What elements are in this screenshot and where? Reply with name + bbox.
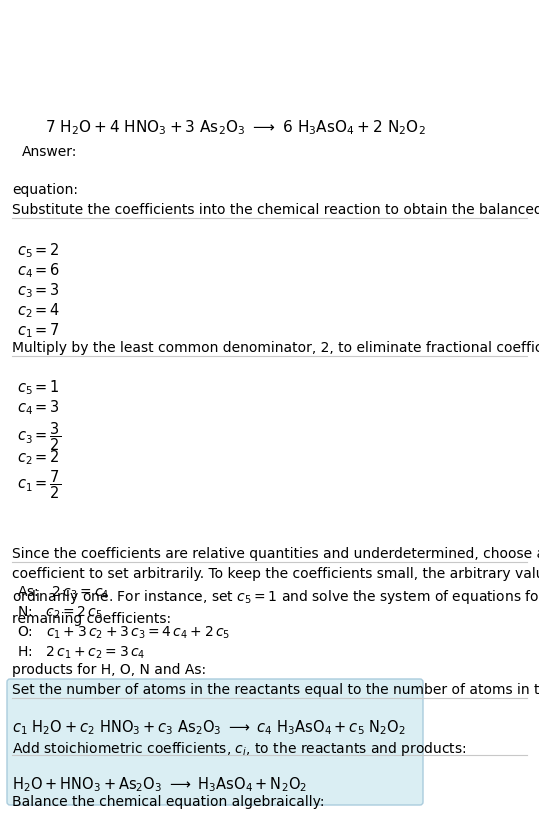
Text: $c_1 = \dfrac{7}{2}$: $c_1 = \dfrac{7}{2}$ <box>17 468 61 501</box>
Text: $c_1\ \mathrm{H_2O} + c_2\ \mathrm{HNO_3} + c_3\ \mathrm{As_2O_3} \ \longrightar: $c_1\ \mathrm{H_2O} + c_2\ \mathrm{HNO_3… <box>12 718 406 737</box>
Text: Set the number of atoms in the reactants equal to the number of atoms in the: Set the number of atoms in the reactants… <box>12 683 539 697</box>
Text: N: $\ \ c_2 = 2\,c_5$: N: $\ \ c_2 = 2\,c_5$ <box>17 605 103 621</box>
Text: $c_3 = 3$: $c_3 = 3$ <box>17 281 60 300</box>
Text: $c_4 = 6$: $c_4 = 6$ <box>17 261 60 279</box>
Text: $c_4 = 3$: $c_4 = 3$ <box>17 398 60 417</box>
Text: $\mathrm{H_2O + HNO_3 + As_2O_3 \ \longrightarrow \ H_3AsO_4 + N_2O_2}$: $\mathrm{H_2O + HNO_3 + As_2O_3 \ \longr… <box>12 775 307 794</box>
Text: Answer:: Answer: <box>22 145 78 159</box>
Text: $c_2 = 2$: $c_2 = 2$ <box>17 448 60 467</box>
Text: Substitute the coefficients into the chemical reaction to obtain the balanced: Substitute the coefficients into the che… <box>12 203 539 217</box>
Text: H: $\ \ 2\,c_1 + c_2 = 3\,c_4$: H: $\ \ 2\,c_1 + c_2 = 3\,c_4$ <box>17 645 146 662</box>
Text: $7\ \mathrm{H_2O} + 4\ \mathrm{HNO_3} + 3\ \mathrm{As_2O_3}\ \longrightarrow\ 6\: $7\ \mathrm{H_2O} + 4\ \mathrm{HNO_3} + … <box>45 118 426 136</box>
Text: $c_5 = 1$: $c_5 = 1$ <box>17 378 60 397</box>
Text: equation:: equation: <box>12 183 78 197</box>
Text: products for H, O, N and As:: products for H, O, N and As: <box>12 663 206 677</box>
Text: Add stoichiometric coefficients, $c_i$, to the reactants and products:: Add stoichiometric coefficients, $c_i$, … <box>12 740 467 758</box>
Text: $c_3 = \dfrac{3}{2}$: $c_3 = \dfrac{3}{2}$ <box>17 420 61 453</box>
Text: As: $\ \ 2\,c_3 = c_4$: As: $\ \ 2\,c_3 = c_4$ <box>17 585 109 602</box>
Text: $c_2 = 4$: $c_2 = 4$ <box>17 301 60 320</box>
Text: O: $\ \ c_1 + 3\,c_2 + 3\,c_3 = 4\,c_4 + 2\,c_5$: O: $\ \ c_1 + 3\,c_2 + 3\,c_3 = 4\,c_4 +… <box>17 625 230 641</box>
Text: Balance the chemical equation algebraically:: Balance the chemical equation algebraica… <box>12 795 324 809</box>
Text: Since the coefficients are relative quantities and underdetermined, choose a
coe: Since the coefficients are relative quan… <box>12 547 539 626</box>
FancyBboxPatch shape <box>7 679 423 805</box>
Text: $c_1 = 7$: $c_1 = 7$ <box>17 321 60 339</box>
Text: Multiply by the least common denominator, 2, to eliminate fractional coefficient: Multiply by the least common denominator… <box>12 341 539 355</box>
Text: $c_5 = 2$: $c_5 = 2$ <box>17 241 60 260</box>
